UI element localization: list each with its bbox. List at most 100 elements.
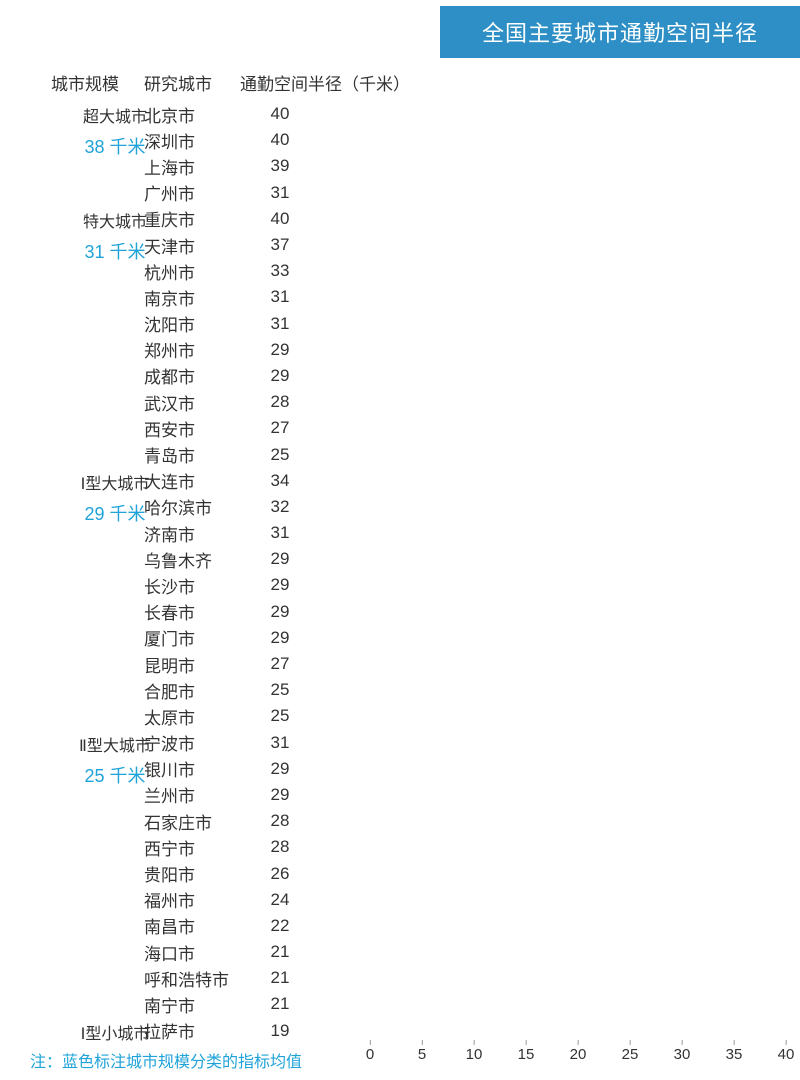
- city-name: 呼和浩特市: [140, 966, 240, 991]
- city-name: 太原市: [140, 704, 240, 729]
- table-row: 成都市2929: [30, 363, 786, 389]
- city-value: 29: [240, 549, 320, 569]
- header-city: 研究城市: [140, 70, 240, 95]
- scale-avg: 38 千米: [60, 133, 170, 159]
- axis-tick: 15: [518, 1046, 535, 1063]
- city-value: 27: [240, 654, 320, 674]
- page-title: 全国主要城市通勤空间半径: [440, 6, 800, 58]
- city-value: 32: [240, 497, 320, 517]
- city-name: 南昌市: [140, 913, 240, 938]
- city-value: 19: [240, 1021, 320, 1041]
- axis-tick: 0: [366, 1046, 374, 1063]
- header-scale: 城市规模: [30, 70, 140, 95]
- data-table: 北京市4040深圳市4040上海市3939广州市3131超大城市38 千米重庆市…: [30, 101, 786, 1044]
- city-value: 21: [240, 994, 320, 1014]
- table-row: 厦门市2929: [30, 625, 786, 651]
- scale-group-label: Ⅰ型小城市: [60, 1020, 170, 1044]
- header-value: 通勤空间半径（千米）: [240, 70, 410, 95]
- city-name: 合肥市: [140, 678, 240, 703]
- table-row: 贵阳市2626: [30, 860, 786, 886]
- city-value: 31: [240, 523, 320, 543]
- scale-group-label: 特大城市 31 千米: [60, 208, 170, 264]
- city-name: 石家庄市: [140, 809, 240, 834]
- table-row: 乌鲁木齐2929: [30, 546, 786, 572]
- city-value: 24: [240, 890, 320, 910]
- scale-name: 特大城市: [60, 208, 170, 232]
- table-row: 武汉市2828: [30, 389, 786, 415]
- scale-avg: 31 千米: [60, 238, 170, 264]
- table-row: 西宁市2828: [30, 834, 786, 860]
- scale-name: Ⅰ型小城市: [60, 1020, 170, 1044]
- city-value: 40: [240, 104, 320, 124]
- city-name: 广州市: [140, 180, 240, 205]
- table-row: 南昌市2222: [30, 913, 786, 939]
- table-row: 合肥市2525: [30, 677, 786, 703]
- scale-name: 超大城市: [60, 103, 170, 127]
- city-name: 南京市: [140, 285, 240, 310]
- city-value: 40: [240, 130, 320, 150]
- city-name: 郑州市: [140, 337, 240, 362]
- city-name: 厦门市: [140, 625, 240, 650]
- city-value: 25: [240, 445, 320, 465]
- axis-tick: 25: [622, 1046, 639, 1063]
- scale-group-label: 超大城市 38 千米: [60, 103, 170, 159]
- city-name: 乌鲁木齐: [140, 547, 240, 572]
- city-name: 昆明市: [140, 652, 240, 677]
- scale-avg: 25 千米: [60, 762, 170, 788]
- axis-tick: 10: [466, 1046, 483, 1063]
- city-value: 25: [240, 706, 320, 726]
- city-value: 26: [240, 864, 320, 884]
- table-row: 呼和浩特市2121: [30, 965, 786, 991]
- column-headers: 城市规模 研究城市 通勤空间半径（千米）: [30, 70, 786, 95]
- city-value: 37: [240, 235, 320, 255]
- table-row: 南京市3131: [30, 284, 786, 310]
- city-value: 29: [240, 785, 320, 805]
- city-value: 21: [240, 942, 320, 962]
- scale-group-label: Ⅰ型大城市29 千米: [60, 470, 170, 526]
- chart-container: 城市规模 研究城市 通勤空间半径（千米） 北京市4040深圳市4040上海市39…: [0, 58, 800, 1070]
- city-value: 21: [240, 968, 320, 988]
- scale-group-label: Ⅱ型大城市 25 千米: [60, 732, 170, 788]
- city-name: 贵阳市: [140, 861, 240, 886]
- city-value: 29: [240, 575, 320, 595]
- table-row: 海口市2121: [30, 939, 786, 965]
- city-name: 长沙市: [140, 573, 240, 598]
- table-row: 青岛市2525: [30, 441, 786, 467]
- city-value: 31: [240, 183, 320, 203]
- city-value: 29: [240, 759, 320, 779]
- city-value: 39: [240, 156, 320, 176]
- city-value: 31: [240, 287, 320, 307]
- table-row: 沈阳市3131: [30, 311, 786, 337]
- city-name: 海口市: [140, 940, 240, 965]
- city-name: 西安市: [140, 416, 240, 441]
- city-value: 34: [240, 471, 320, 491]
- table-row: 郑州市2929: [30, 337, 786, 363]
- city-name: 青岛市: [140, 442, 240, 467]
- table-row: 昆明市2727: [30, 651, 786, 677]
- city-value: 29: [240, 366, 320, 386]
- axis-tick: 35: [726, 1046, 743, 1063]
- city-value: 28: [240, 811, 320, 831]
- axis-tick: 5: [418, 1046, 426, 1063]
- city-value: 25: [240, 680, 320, 700]
- city-value: 33: [240, 261, 320, 281]
- scale-name: Ⅱ型大城市: [60, 732, 170, 756]
- city-value: 31: [240, 733, 320, 753]
- city-name: 成都市: [140, 363, 240, 388]
- city-name: 西宁市: [140, 835, 240, 860]
- city-name: 武汉市: [140, 390, 240, 415]
- scale-name: Ⅰ型大城市: [60, 470, 170, 494]
- city-value: 27: [240, 418, 320, 438]
- city-value: 40: [240, 209, 320, 229]
- city-value: 28: [240, 392, 320, 412]
- table-row: 南宁市2121: [30, 991, 786, 1017]
- table-row: 石家庄市2828: [30, 808, 786, 834]
- city-value: 28: [240, 837, 320, 857]
- city-value: 22: [240, 916, 320, 936]
- table-row: 长春市2929: [30, 599, 786, 625]
- city-name: 长春市: [140, 599, 240, 624]
- table-row: 西安市2727: [30, 415, 786, 441]
- city-value: 29: [240, 340, 320, 360]
- table-row: 太原市2525: [30, 703, 786, 729]
- axis-tick: 30: [674, 1046, 691, 1063]
